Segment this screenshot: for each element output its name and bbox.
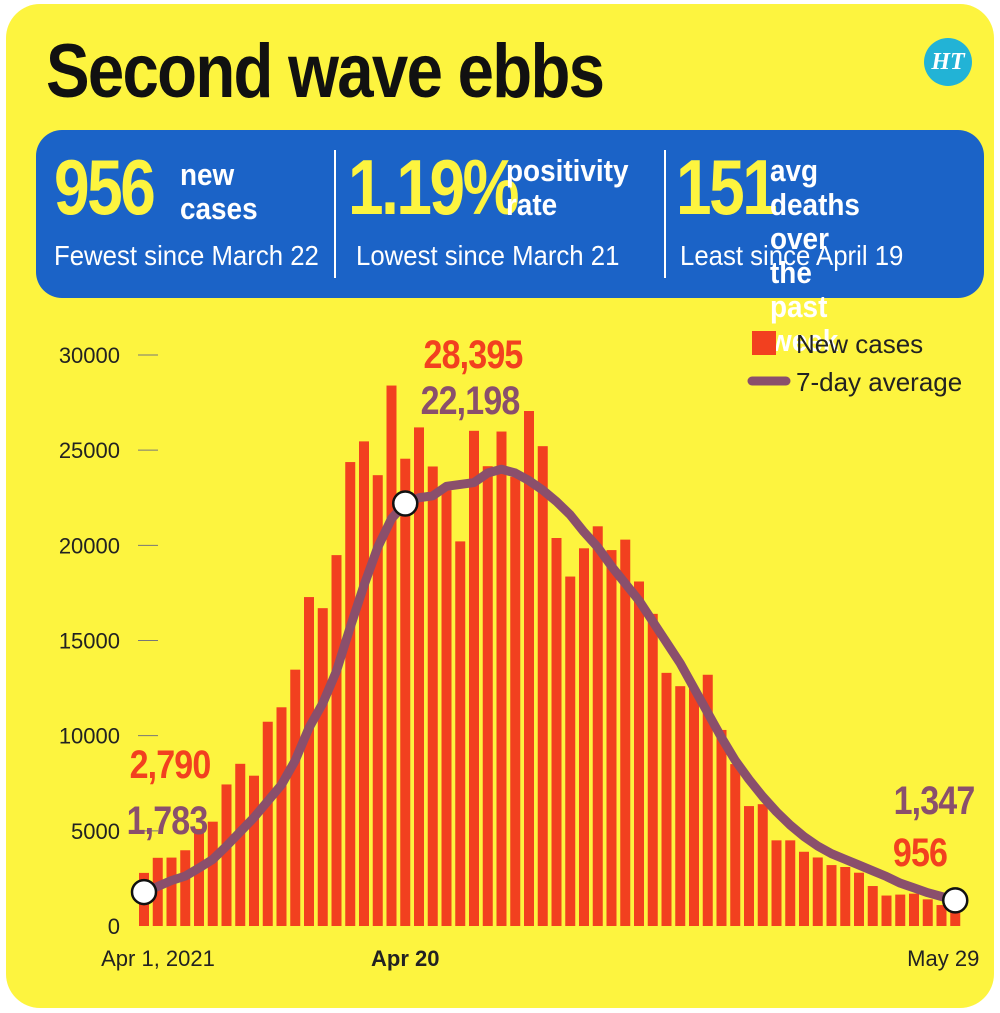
bar-new-cases (249, 775, 259, 926)
bar-new-cases (235, 763, 246, 926)
avg-marker-dot (942, 887, 969, 914)
bar-new-cases (867, 886, 878, 926)
data-label: 22,198 (421, 377, 520, 422)
bar-new-cases (386, 385, 397, 927)
bar-new-cases (826, 865, 837, 926)
bar-new-cases (606, 550, 617, 926)
bar-new-cases (414, 427, 424, 926)
bar-new-cases (482, 466, 493, 926)
stat-label: positivity rate (506, 153, 629, 222)
stat-divider (334, 150, 336, 278)
stat-divider (664, 150, 666, 278)
stats-panel: 956 new cases Fewest since March 22 1.19… (36, 130, 984, 358)
bar-new-cases (565, 576, 576, 926)
bar-new-cases (331, 555, 342, 926)
bar-new-cases (620, 539, 631, 926)
stat-note: Fewest since March 22 (54, 240, 319, 271)
bar-new-cases (180, 850, 191, 926)
bar-new-cases (881, 895, 892, 926)
y-tick-label: 0 (108, 914, 120, 939)
bar-new-cases (592, 526, 603, 926)
y-tick-label: 10000 (59, 724, 120, 749)
bar-new-cases (909, 893, 919, 926)
stat-value: 151 (676, 143, 778, 231)
bar-new-cases (537, 446, 548, 926)
bar-new-cases (496, 431, 507, 926)
bar-new-cases (359, 441, 369, 926)
bar-new-cases (785, 840, 796, 926)
bar-new-cases (372, 475, 383, 926)
bar-new-cases (551, 538, 562, 926)
bar-new-cases (647, 613, 658, 926)
data-label: 2,790 (130, 741, 211, 786)
stat-note: Least since April 19 (680, 240, 904, 271)
bar-new-cases (579, 548, 589, 926)
bar-new-cases (689, 688, 699, 926)
bar-new-cases (702, 674, 713, 926)
bar-new-cases (276, 707, 287, 926)
avg-marker-dot (392, 490, 419, 517)
bar-new-cases (799, 851, 809, 926)
data-label: 28,395 (424, 331, 523, 376)
bar-new-cases (634, 581, 644, 926)
x-tick-label: May 29 (907, 946, 979, 971)
legend-label-new-cases: New cases (796, 329, 923, 359)
bar-new-cases (730, 764, 741, 926)
bar-new-cases (345, 462, 356, 926)
bar-new-cases (304, 597, 314, 926)
data-label: 1,783 (127, 797, 208, 842)
bar-new-cases (152, 857, 163, 926)
bar-new-cases (510, 476, 521, 926)
bar-new-cases (675, 686, 686, 926)
bar-new-cases (771, 840, 782, 926)
bar-new-cases (524, 411, 534, 926)
bar-new-cases (166, 857, 177, 926)
x-tick-label: Apr 20 (371, 946, 439, 971)
bar-new-cases (207, 821, 218, 926)
legend-label-7-day-average: 7-day average (796, 367, 962, 397)
stat-label: avg deaths over the past week (770, 153, 860, 358)
bar-new-cases (262, 721, 273, 926)
bar-new-cases (840, 866, 851, 926)
legend-swatch-new-cases (752, 331, 776, 355)
y-tick-label: 5000 (71, 819, 120, 844)
data-label: 956 (893, 829, 947, 874)
y-tick-label: 15000 (59, 629, 120, 654)
series-line-7-day-average (139, 464, 960, 905)
bar-new-cases (716, 729, 727, 926)
bar-new-cases (221, 784, 232, 926)
bar-new-cases (455, 541, 466, 926)
bar-new-cases (427, 466, 438, 926)
chart-title: Second wave ebbs (46, 29, 605, 114)
bar-new-cases (400, 458, 411, 926)
bar-new-cases (757, 804, 768, 926)
stat-label: new cases (180, 157, 258, 226)
data-label: 1,347 (894, 777, 975, 822)
bar-new-cases (290, 669, 301, 926)
bar-new-cases (661, 672, 672, 926)
ht-logo-icon: HT (924, 38, 972, 86)
bar-new-cases (922, 899, 933, 926)
bar-new-cases (194, 828, 204, 926)
stat-note: Lowest since March 21 (356, 240, 620, 271)
bar-new-cases (469, 430, 479, 926)
bar-new-cases (317, 608, 328, 926)
stat-value: 1.19% (348, 143, 520, 231)
bar-new-cases (895, 894, 906, 926)
y-tick-label: 30000 (59, 343, 120, 368)
y-tick-label: 20000 (59, 533, 120, 558)
bar-new-cases (441, 490, 452, 926)
y-tick-label: 25000 (59, 438, 120, 463)
bar-new-cases (936, 905, 947, 926)
stat-value: 956 (54, 143, 156, 231)
bar-new-cases (854, 872, 864, 926)
bar-new-cases (812, 857, 823, 926)
x-tick-label: Apr 1, 2021 (101, 946, 215, 971)
bar-new-cases (744, 806, 754, 926)
avg-marker-dot (130, 878, 158, 906)
bar-new-cases (950, 907, 961, 926)
